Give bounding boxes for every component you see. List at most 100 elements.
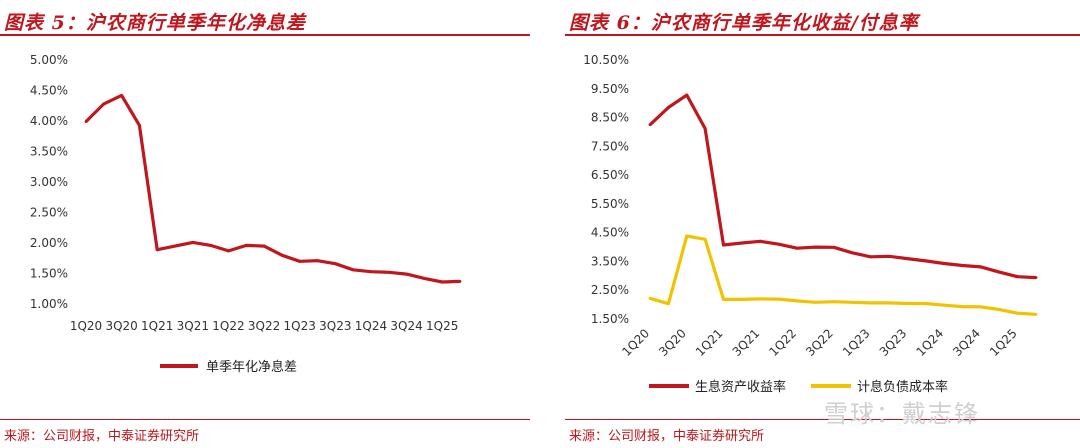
right-data-point <box>942 303 946 307</box>
right-x-tick-label: 1Q20 <box>619 326 652 359</box>
left-data-point <box>440 280 444 284</box>
right-data-point <box>924 259 928 263</box>
right-title-rule <box>565 34 1080 36</box>
left-data-point <box>405 272 408 276</box>
right-y-tick-label: 7.50% <box>591 139 629 153</box>
right-data-point <box>850 251 854 255</box>
right-data-point <box>979 305 983 309</box>
left-x-tick-label: 3Q23 <box>319 319 351 333</box>
right-data-point <box>887 254 891 258</box>
right-data-point <box>905 302 909 305</box>
left-data-point <box>155 248 159 252</box>
left-x-tick-label: 3Q21 <box>177 319 209 333</box>
right-data-point <box>758 297 762 301</box>
right-y-tick-label: 8.50% <box>591 111 629 125</box>
right-data-point <box>1034 312 1038 316</box>
right-data-point <box>777 242 781 246</box>
right-source-rule <box>565 419 1080 420</box>
left-data-point <box>280 253 284 257</box>
right-data-point <box>869 255 872 259</box>
right-data-point <box>666 106 670 109</box>
right-y-tick-label: 6.50% <box>591 168 629 182</box>
right-data-point <box>795 246 799 250</box>
left-x-tick-label: 3Q22 <box>248 319 280 333</box>
right-data-point <box>648 123 652 127</box>
left-x-tick-label: 1Q23 <box>284 319 316 333</box>
right-data-point <box>924 302 928 305</box>
right-data-point <box>961 264 964 267</box>
right-data-point <box>850 300 854 304</box>
right-legend-label: 生息资产收益率 <box>695 379 786 395</box>
left-y-tick-label: 3.00% <box>30 175 68 189</box>
left-data-point <box>369 270 373 274</box>
left-y-tick-label: 4.50% <box>30 84 68 98</box>
right-x-tick-label: 3Q22 <box>803 326 836 359</box>
left-data-point <box>298 259 302 263</box>
right-chart-title: 图表 6：沪农商行单季年化收益/付息率 <box>569 12 919 34</box>
right-data-point <box>905 257 909 260</box>
left-data-point <box>458 280 462 283</box>
right-y-tick-label: 2.50% <box>591 283 629 297</box>
right-legend-label: 计息负债成本率 <box>857 379 948 395</box>
left-data-point <box>173 244 177 248</box>
right-x-tick-label: 1Q23 <box>840 326 873 359</box>
left-data-point <box>120 93 124 97</box>
left-x-tick-label: 1Q21 <box>141 319 173 333</box>
right-x-tick-label: 1Q25 <box>987 326 1020 359</box>
right-x-tick-label: 3Q20 <box>656 326 689 359</box>
left-y-tick-label: 4.00% <box>30 114 68 128</box>
right-y-tick-label: 1.50% <box>591 312 629 326</box>
right-data-point <box>1016 311 1020 315</box>
left-data-point <box>351 268 355 272</box>
right-y-tick-label: 9.50% <box>591 82 629 96</box>
right-x-tick-label: 1Q22 <box>766 326 799 359</box>
left-y-tick-label: 3.50% <box>30 145 68 159</box>
left-legend-label: 单季年化净息差 <box>206 359 297 375</box>
right-x-tick-label: 3Q23 <box>877 326 910 359</box>
left-data-point <box>262 244 266 248</box>
left-y-tick-label: 2.00% <box>30 236 68 250</box>
right-y-tick-label: 3.50% <box>591 254 629 268</box>
left-x-tick-label: 1Q20 <box>70 319 102 333</box>
left-x-tick-label: 3Q24 <box>390 319 422 333</box>
left-data-point <box>244 244 248 247</box>
left-source-rule <box>0 419 530 420</box>
right-data-point <box>997 308 1001 311</box>
right-data-point <box>758 239 762 243</box>
left-data-point <box>387 270 391 274</box>
right-x-tick-label: 1Q21 <box>693 326 726 359</box>
left-series-line-0 <box>84 93 461 284</box>
left-data-point <box>84 120 88 124</box>
left-data-point <box>102 102 106 106</box>
right-data-point <box>685 93 689 97</box>
right-x-tick-label: 1Q24 <box>913 326 946 359</box>
right-data-point <box>887 301 891 305</box>
right-series-line-1 <box>649 234 1037 316</box>
left-chart-panel: 图表 5：沪农商行单季年化净息差 1.00% 1.50% 2.00% 2.50% 3.0… <box>0 0 530 448</box>
right-x-tick-label: 3Q24 <box>950 326 983 359</box>
right-series-line-0 <box>648 93 1037 280</box>
left-data-point <box>316 259 319 263</box>
right-data-point <box>648 296 652 300</box>
right-data-point <box>740 298 744 301</box>
right-data-point <box>703 127 707 130</box>
right-data-point <box>814 300 817 304</box>
right-data-point <box>997 270 1001 274</box>
left-x-tick-label: 1Q24 <box>355 319 387 333</box>
right-data-point <box>722 298 725 301</box>
right-data-point <box>869 301 872 305</box>
left-x-tick-label: 3Q20 <box>105 319 137 333</box>
right-data-point <box>666 302 670 306</box>
left-source-note: 来源：公司财报，中泰证券研究所 <box>4 429 200 444</box>
left-y-tick-label: 5.00% <box>30 53 68 67</box>
right-data-point <box>685 234 689 238</box>
watermark: 雪球：戴志锋 <box>824 400 980 428</box>
left-data-point <box>333 262 337 266</box>
right-data-point <box>832 300 836 304</box>
right-chart-svg: 1.50% 2.50% 3.50% 4.50% 5.50% 6.50% 7.50% 8.50%… <box>583 53 1038 395</box>
left-data-point <box>191 240 195 244</box>
left-data-point <box>422 276 426 280</box>
right-data-point <box>1016 275 1020 279</box>
right-data-point <box>961 305 964 309</box>
right-y-tick-label: 4.50% <box>591 226 629 240</box>
